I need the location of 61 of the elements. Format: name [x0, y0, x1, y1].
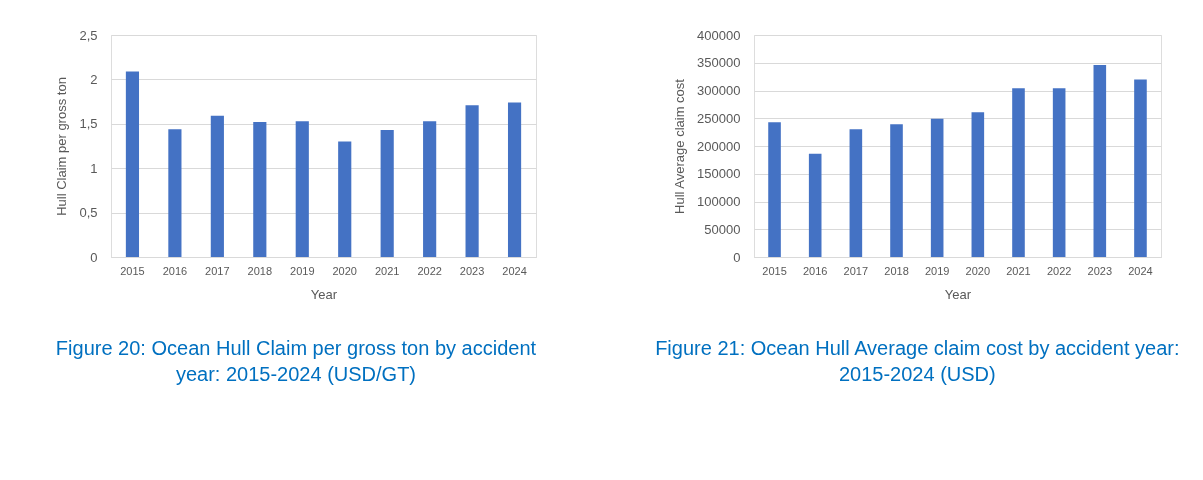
- x-tick-label: 2020: [965, 264, 991, 277]
- bar: [125, 71, 140, 257]
- x-tick-label: 2023: [1087, 264, 1113, 277]
- x-tick-label: 2018: [884, 264, 909, 277]
- x-tick-label: 2020: [332, 264, 357, 277]
- x-axis-title: Year: [944, 286, 972, 302]
- bar: [465, 105, 479, 257]
- x-tick-label: 2016: [162, 264, 188, 277]
- bar: [210, 115, 224, 257]
- x-tick-label: 2023: [459, 264, 485, 277]
- x-tick-label: 2018: [247, 264, 273, 277]
- bar: [295, 121, 309, 257]
- x-tick-label: 2021: [1006, 264, 1031, 277]
- y-tick-label: 2: [90, 71, 98, 87]
- x-tick-label: 2017: [843, 264, 869, 277]
- y-tick-label: 200000: [697, 138, 741, 154]
- bar: [168, 129, 182, 257]
- x-tick-label: 2015: [120, 264, 145, 277]
- y-tick-label: 300000: [697, 83, 741, 98]
- x-axis-title: Year: [310, 286, 338, 302]
- x-tick-label: 2024: [502, 264, 527, 277]
- bar: [768, 122, 781, 257]
- x-tick-label: 2021: [374, 264, 400, 277]
- bar: [338, 141, 352, 257]
- y-tick-label: 50000: [704, 221, 741, 237]
- bar: [380, 130, 394, 257]
- y-tick-label: 1: [90, 160, 98, 176]
- y-axis-title: Hull Claim per gross ton: [54, 77, 70, 216]
- y-axis-title: Hull Average claim cost: [672, 78, 688, 214]
- bar: [930, 118, 944, 257]
- y-tick-label: 2,5: [79, 27, 98, 43]
- bar: [849, 129, 863, 257]
- y-tick-label: 350000: [697, 55, 741, 71]
- y-tick-label: 400000: [697, 27, 741, 43]
- x-tick-label: 2017: [205, 264, 230, 277]
- caption: Figure 20: Ocean Hull Claim per gross ton by accident year: 2015-2024 (USD/GT): [55, 337, 537, 385]
- y-tick-label: 0,5: [79, 205, 98, 221]
- y-tick-label: 150000: [697, 166, 741, 182]
- x-tick-label: 2019: [290, 264, 315, 277]
- bar: [423, 121, 437, 257]
- y-tick-label: 250000: [697, 110, 741, 126]
- y-tick-label: 0: [733, 249, 741, 265]
- bar: [971, 112, 985, 257]
- bar: [808, 153, 822, 257]
- y-tick-label: 0: [90, 249, 98, 265]
- x-tick-label: 2015: [762, 264, 787, 277]
- x-tick-label: 2016: [802, 264, 828, 277]
- x-tick-label: 2022: [417, 264, 442, 277]
- bar: [1134, 79, 1147, 257]
- y-tick-label: 100000: [697, 194, 741, 209]
- bar: [890, 124, 903, 257]
- bar: [1012, 88, 1025, 257]
- x-tick-label: 2019: [924, 264, 950, 277]
- bar: [1052, 88, 1066, 257]
- bar: [253, 122, 267, 257]
- caption: Figure 21: Ocean Hull Average claim cost by accident year: 2015-2024 (USD): [655, 337, 1180, 385]
- bar: [507, 102, 522, 257]
- x-tick-label: 2022: [1046, 264, 1072, 277]
- bar: [1093, 64, 1107, 257]
- x-tick-label: 2024: [1128, 264, 1153, 277]
- y-tick-label: 1,5: [79, 116, 98, 132]
